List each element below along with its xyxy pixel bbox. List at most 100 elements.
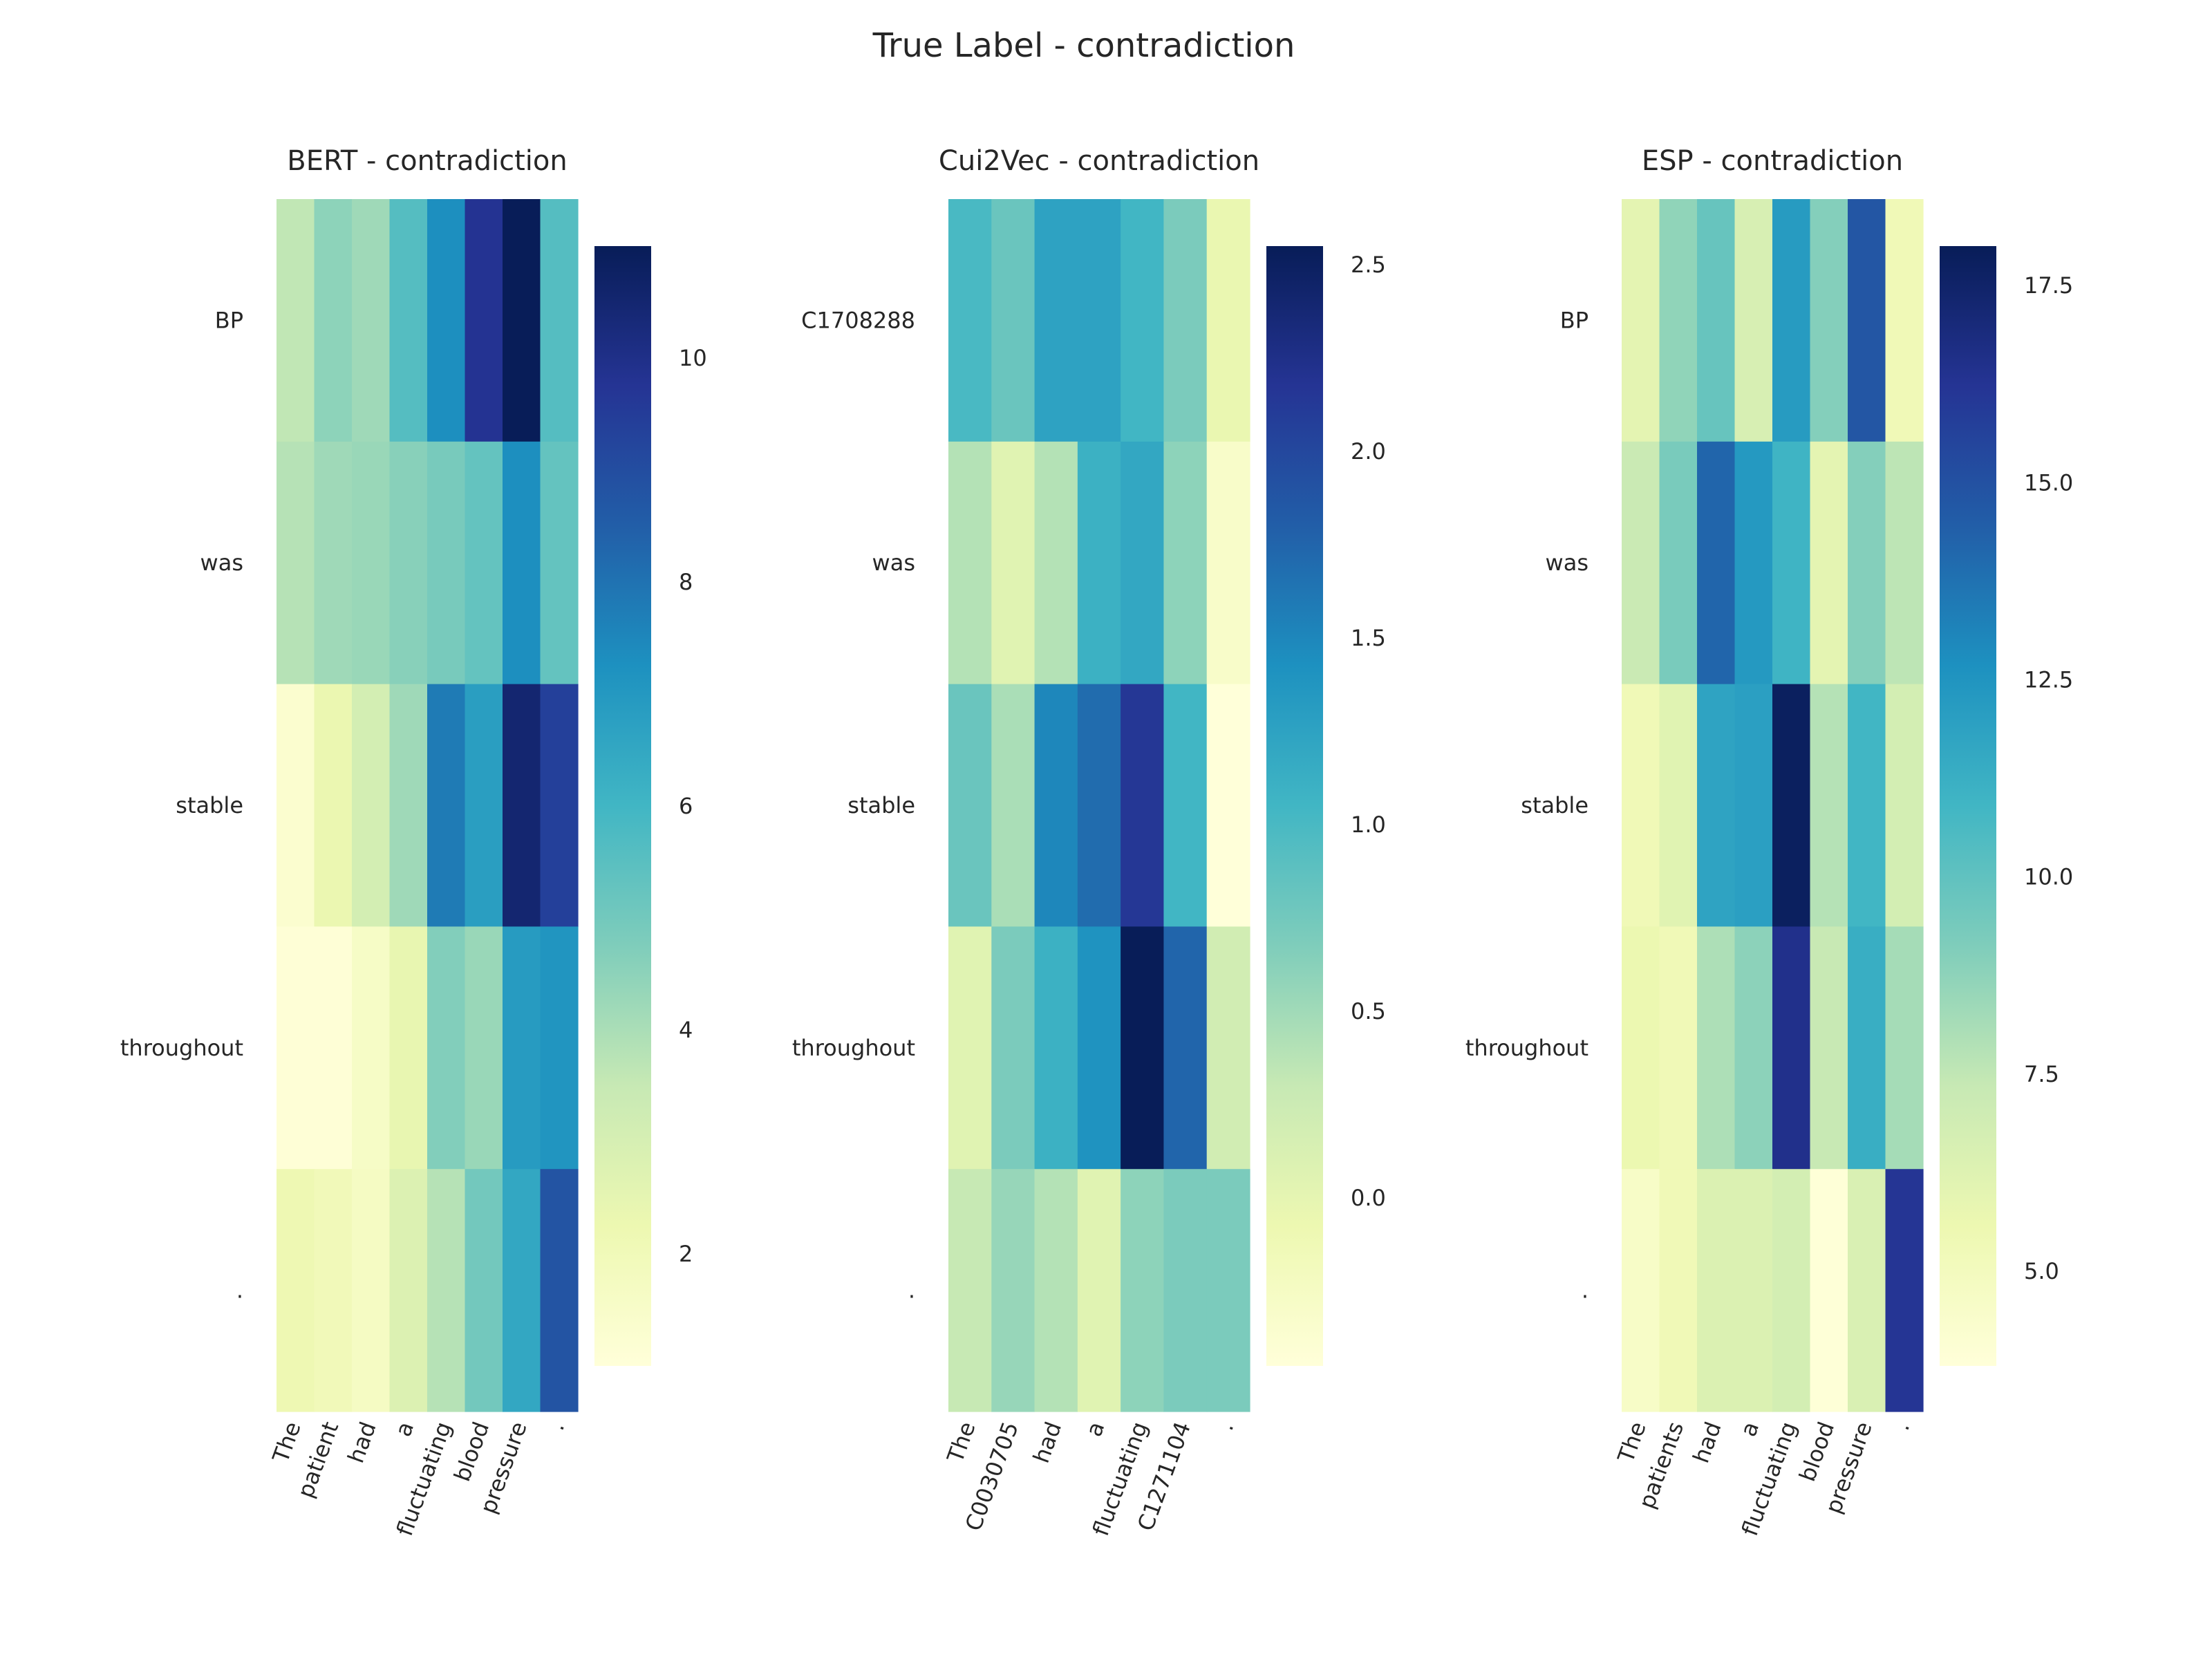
colorbar-tick-label: 2.5 — [1351, 252, 1386, 278]
heatmap-cell — [1121, 926, 1165, 1170]
colorbar — [594, 246, 651, 1366]
heatmap-cell — [948, 684, 992, 927]
heatmap-cell — [1206, 1169, 1250, 1412]
heatmap-cell — [1810, 926, 1848, 1170]
heatmap-cell — [1772, 684, 1811, 927]
heatmap-cell — [1034, 199, 1078, 442]
x-tick-label: . — [543, 1418, 570, 1434]
heatmap-cell — [991, 684, 1035, 927]
heatmap-cell — [352, 1169, 391, 1412]
colorbar-tick-label: 15.0 — [2024, 469, 2073, 496]
heatmap-cell — [1034, 1169, 1078, 1412]
x-tick-label: a — [1735, 1418, 1764, 1440]
panel-title: ESP - contradiction — [1642, 145, 1903, 177]
x-tick-label: had — [342, 1418, 381, 1467]
heatmap-cell — [1077, 1169, 1121, 1412]
x-tick-label: had — [1028, 1418, 1067, 1467]
heatmap-cell — [465, 199, 503, 442]
heatmap-cell — [540, 684, 579, 927]
heatmap-cell — [991, 1169, 1035, 1412]
colorbar-tick-label: 2.0 — [1351, 438, 1386, 465]
colorbar-tick-label: 17.5 — [2024, 272, 2073, 299]
y-tick-label: . — [908, 1277, 915, 1304]
heatmap-cell — [1848, 684, 1886, 927]
y-tick-label: throughout — [792, 1035, 915, 1061]
heatmap-cell — [1734, 684, 1773, 927]
heatmap-cell — [1885, 926, 1924, 1170]
y-tick-label: throughout — [1465, 1035, 1588, 1061]
heatmap-cell — [465, 926, 503, 1170]
heatmap-cell — [1848, 1169, 1886, 1412]
y-tick-label: was — [872, 550, 915, 576]
heatmap-cell — [1697, 926, 1736, 1170]
heatmap-cell — [1622, 926, 1660, 1170]
heatmap-cell — [389, 1169, 428, 1412]
heatmap-cell — [1622, 441, 1660, 685]
colorbar-tick-label: 1.0 — [1351, 812, 1386, 838]
figure-title: True Label - contradiction — [872, 26, 1295, 65]
heatmap-cell — [1659, 199, 1698, 442]
y-tick-label: was — [1546, 550, 1588, 576]
colorbar-tick-label: 6 — [679, 793, 693, 819]
heatmap-cell — [503, 1169, 541, 1412]
heatmap-cell — [1734, 441, 1773, 685]
colorbar — [1940, 246, 1996, 1366]
heatmap-cell — [1697, 441, 1736, 685]
heatmap-cell — [1697, 1169, 1736, 1412]
heatmap-cell — [503, 684, 541, 927]
y-tick-label: throughout — [120, 1035, 243, 1061]
colorbar-tick-label: 5.0 — [2024, 1258, 2059, 1284]
heatmap-cell — [314, 926, 353, 1170]
heatmap-cell — [1697, 199, 1736, 442]
heatmap-cell — [1810, 1169, 1848, 1412]
heatmap-cell — [1659, 926, 1698, 1170]
y-tick-label: stable — [176, 792, 243, 818]
heatmap-cell — [1622, 1169, 1660, 1412]
y-tick-label: . — [236, 1277, 243, 1304]
colorbar — [1266, 246, 1323, 1366]
x-tick-label: a — [390, 1418, 419, 1440]
heatmap-cell — [1077, 199, 1121, 442]
colorbar-tick-label: 12.5 — [2024, 666, 2073, 693]
heatmap-cell — [1848, 441, 1886, 685]
heatmap-cell — [948, 199, 992, 442]
heatmap-cell — [276, 1169, 315, 1412]
x-tick-label: The — [267, 1418, 306, 1467]
colorbar-tick-label: 1.5 — [1351, 625, 1386, 651]
colorbar-tick-label: 10.0 — [2024, 864, 2073, 890]
heatmap-cell — [314, 684, 353, 927]
y-tick-label: BP — [1560, 307, 1588, 333]
heatmap-cell — [991, 441, 1035, 685]
heatmap-cell — [1885, 199, 1924, 442]
heatmap-cell — [465, 441, 503, 685]
heatmap-cell — [1121, 684, 1165, 927]
x-tick-label: . — [1888, 1418, 1915, 1434]
heatmap-cell — [1077, 684, 1121, 927]
colorbar-tick-label: 0.5 — [1351, 998, 1386, 1024]
heatmap-cell — [1734, 926, 1773, 1170]
heatmap-cell — [1697, 684, 1736, 927]
heatmap-cell — [1772, 441, 1811, 685]
colorbar-tick-label: 4 — [679, 1017, 693, 1043]
heatmap-cell — [1077, 926, 1121, 1170]
heatmap-cell — [276, 441, 315, 685]
heatmap-cell — [276, 684, 315, 927]
heatmap-cell — [991, 199, 1035, 442]
heatmap-panel: Cui2Vec - contradiction C1708288 was stable… — [792, 145, 1386, 1539]
heatmap-panel: ESP - contradiction BP was stable throughout… — [1465, 145, 2073, 1539]
heatmap-cell — [1163, 199, 1208, 442]
x-tick-label: . — [1212, 1418, 1239, 1434]
heatmap-cell — [1206, 926, 1250, 1170]
heatmap-cell — [314, 199, 353, 442]
heatmap-cell — [1163, 926, 1208, 1170]
heatmap-cell — [1848, 199, 1886, 442]
heatmap-cell — [427, 926, 466, 1170]
heatmap-cell — [948, 1169, 992, 1412]
x-tick-label: The — [1612, 1418, 1651, 1467]
heatmap-panels: BERT - contradiction BP was stable throughou… — [120, 145, 2073, 1539]
x-tick-label: had — [1687, 1418, 1726, 1467]
heatmap-cell — [1659, 1169, 1698, 1412]
y-tick-label: was — [200, 550, 243, 576]
panel-title: Cui2Vec - contradiction — [939, 145, 1259, 177]
